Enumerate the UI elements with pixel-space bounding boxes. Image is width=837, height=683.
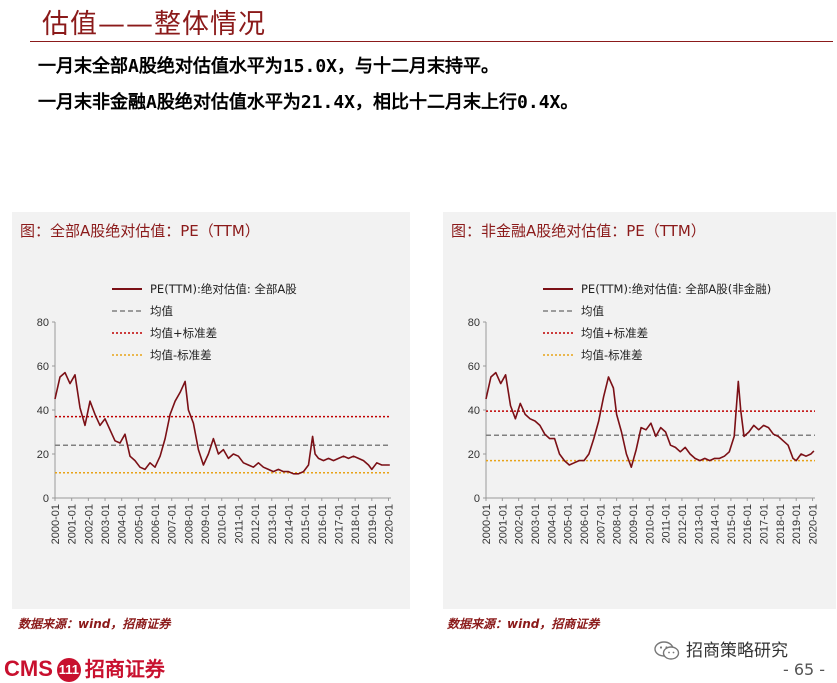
x-tick-label: 2004-01: [117, 504, 129, 544]
x-tick-label: 2017-01: [759, 504, 771, 544]
x-tick-label: 2009-01: [200, 504, 212, 544]
x-tick-label: 2020-01: [383, 504, 395, 544]
x-tick-label: 2008-01: [612, 504, 624, 544]
pe-series-line: [485, 371, 815, 468]
wechat-account: 招商策略研究: [654, 636, 788, 661]
x-tick-label: 2006-01: [150, 504, 162, 544]
x-tick-label: 2000-01: [50, 504, 62, 544]
x-tick-label: 2017-01: [333, 504, 345, 544]
x-tick-label: 2004-01: [546, 504, 558, 544]
x-tick-label: 2003-01: [100, 504, 112, 544]
x-tick-label: 2009-01: [628, 504, 640, 544]
y-tick-label: 80: [37, 317, 49, 329]
page-title: 估值——整体情况: [42, 9, 266, 40]
y-tick-label: 20: [468, 449, 480, 461]
x-tick-label: 2005-01: [133, 504, 145, 544]
x-tick-label: 2019-01: [791, 504, 803, 544]
x-tick-label: 2020-01: [808, 504, 820, 544]
wechat-icon: [654, 641, 680, 660]
x-tick-label: 2003-01: [530, 504, 542, 544]
legend-mean-label: 均值: [150, 304, 173, 318]
x-tick-label: 2001-01: [497, 504, 509, 544]
x-tick-label: 2007-01: [595, 504, 607, 544]
data-source-right: 数据来源：wind，招商证券: [447, 617, 600, 631]
x-tick-label: 2019-01: [367, 504, 379, 544]
x-tick-label: 2012-01: [677, 504, 689, 544]
page-number: - 65 -: [783, 660, 826, 679]
x-tick-label: 2018-01: [350, 504, 362, 544]
y-tick-label: 60: [37, 361, 49, 373]
x-tick-label: 2014-01: [710, 504, 722, 544]
y-tick-label: 60: [468, 361, 480, 373]
x-tick-label: 2013-01: [267, 504, 279, 544]
chart-nonfin-a-pe: PE(TTM):绝对估值: 全部A股(非金融)均值均值+标准差均值-标准差020…: [468, 282, 820, 544]
y-tick-label: 40: [37, 405, 49, 417]
x-tick-label: 2010-01: [644, 504, 656, 544]
y-tick-label: 0: [43, 493, 49, 505]
legend-mean-plus-std-label: 均值+标准差: [150, 326, 217, 340]
data-source-left: 数据来源：wind，招商证券: [18, 617, 171, 631]
y-tick-label: 40: [468, 405, 480, 417]
x-tick-label: 2016-01: [742, 504, 754, 544]
legend-series-label: PE(TTM):绝对估值: 全部A股: [150, 282, 297, 296]
chart-title-all-a: 图：全部A股绝对估值：PE（TTM）: [20, 222, 260, 240]
legend-mean-label: 均值: [581, 304, 604, 318]
x-tick-label: 2012-01: [250, 504, 262, 544]
x-tick-label: 2010-01: [217, 504, 229, 544]
y-tick-label: 0: [474, 493, 480, 505]
x-tick-label: 2016-01: [317, 504, 329, 544]
x-tick-label: 2011-01: [233, 504, 245, 544]
x-tick-label: 2002-01: [83, 504, 95, 544]
x-tick-label: 2015-01: [300, 504, 312, 544]
wechat-name: 招商策略研究: [686, 641, 788, 661]
cms-logo-circle-icon: 111: [56, 658, 81, 683]
x-tick-label: 2002-01: [514, 504, 526, 544]
chart-panel-all-a: 图：全部A股绝对估值：PE（TTM） PE(TTM):绝对估值: 全部A股 均值均…: [12, 212, 410, 609]
x-tick-label: 2018-01: [775, 504, 787, 544]
chart-panel-nonfin-a: 图：非金融A股绝对估值：PE（TTM） PE(TTM):绝对估值: 全部A股(非…: [443, 212, 836, 609]
x-tick-label: 2007-01: [167, 504, 179, 544]
legend-mean-minus-std-label: 均值-标准差: [581, 348, 643, 362]
cms-logo: CMS 111 招商证券: [4, 653, 165, 683]
pe-series-line: [54, 371, 390, 475]
x-tick-label: 2015-01: [726, 504, 738, 544]
x-tick-label: 2001-01: [67, 504, 79, 544]
chart-title-nonfin-a: 图：非金融A股绝对估值：PE（TTM）: [451, 222, 706, 240]
x-tick-label: 2000-01: [481, 504, 493, 544]
y-tick-label: 80: [468, 317, 480, 329]
x-tick-label: 2006-01: [579, 504, 591, 544]
x-tick-label: 2013-01: [693, 504, 705, 544]
legend-mean-minus-std-label: 均值-标准差: [150, 348, 212, 362]
cms-logo-cn: 招商证券: [84, 659, 165, 681]
x-tick-label: 2011-01: [661, 504, 673, 544]
summary-line-2: 一月末非金融A股绝对估值水平为21.4X，相比十二月末上行0.4X。: [38, 92, 579, 113]
x-tick-label: 2008-01: [183, 504, 195, 544]
legend-mean-plus-std-label: 均值+标准差: [581, 326, 648, 340]
x-tick-label: 2014-01: [283, 504, 295, 544]
cms-logo-text: CMS: [4, 656, 53, 681]
y-tick-label: 20: [37, 449, 49, 461]
title-divider: [30, 41, 833, 42]
summary-line-1: 一月末全部A股绝对估值水平为15.0X，与十二月末持平。: [38, 56, 500, 77]
x-tick-label: 2005-01: [563, 504, 575, 544]
legend-series-label: PE(TTM):绝对估值: 全部A股(非金融): [581, 282, 771, 296]
